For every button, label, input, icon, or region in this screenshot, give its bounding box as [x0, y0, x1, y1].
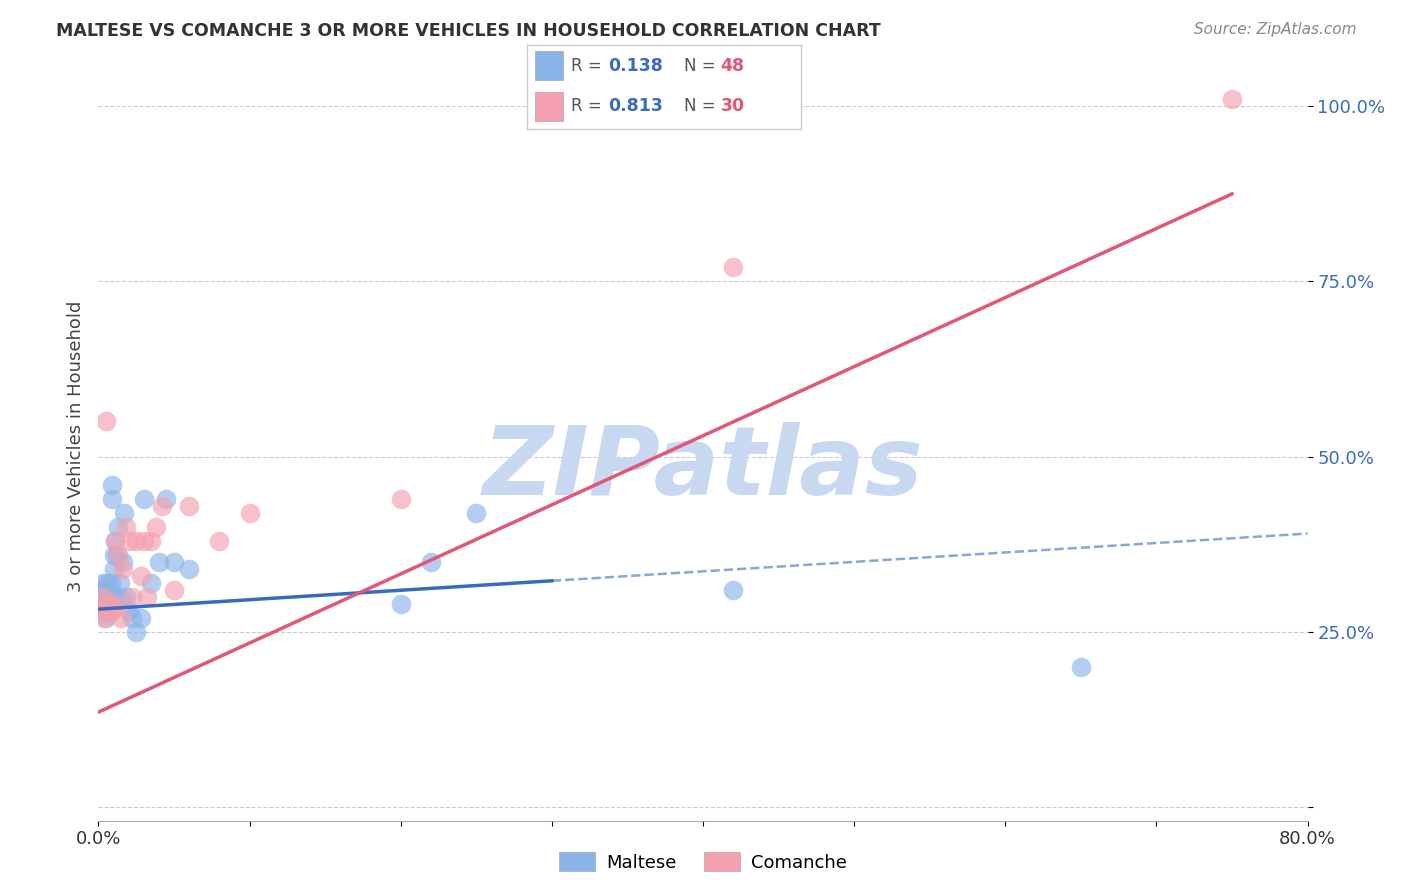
- Point: [1070, 659, 1092, 673]
- Point: [389, 597, 412, 611]
- Point: [163, 555, 186, 569]
- Point: [141, 575, 163, 590]
- Point: [90, 582, 112, 597]
- Point: [103, 548, 125, 562]
- Point: [94, 415, 117, 429]
- Point: [389, 491, 412, 506]
- Point: [98, 603, 121, 617]
- Text: 30: 30: [720, 97, 745, 115]
- Point: [135, 590, 157, 604]
- Point: [104, 533, 127, 548]
- Text: 48: 48: [720, 57, 745, 75]
- Point: [112, 506, 135, 520]
- Text: N =: N =: [683, 97, 720, 115]
- Point: [107, 548, 129, 562]
- Text: Source: ZipAtlas.com: Source: ZipAtlas.com: [1194, 22, 1357, 37]
- Point: [96, 590, 118, 604]
- Point: [100, 597, 122, 611]
- Text: R =: R =: [571, 97, 607, 115]
- Point: [94, 597, 117, 611]
- Point: [91, 590, 114, 604]
- Point: [1220, 92, 1243, 106]
- Point: [93, 603, 115, 617]
- Y-axis label: 3 or more Vehicles in Household: 3 or more Vehicles in Household: [66, 301, 84, 591]
- Point: [101, 603, 124, 617]
- Text: N =: N =: [683, 57, 720, 75]
- Point: [239, 506, 262, 520]
- Point: [420, 555, 443, 569]
- Point: [98, 597, 121, 611]
- Point: [129, 610, 152, 624]
- Point: [98, 590, 121, 604]
- Point: [121, 590, 143, 604]
- Point: [129, 568, 152, 582]
- Point: [96, 575, 118, 590]
- Point: [100, 590, 122, 604]
- Point: [90, 603, 112, 617]
- Point: [148, 555, 170, 569]
- Point: [93, 597, 115, 611]
- Point: [96, 597, 118, 611]
- Point: [105, 548, 128, 562]
- Legend: Maltese, Comanche: Maltese, Comanche: [553, 846, 853, 879]
- Text: 0.138: 0.138: [609, 57, 664, 75]
- Point: [101, 491, 124, 506]
- Point: [132, 533, 155, 548]
- Bar: [536, 52, 562, 80]
- Point: [91, 575, 114, 590]
- Point: [103, 590, 125, 604]
- Point: [96, 582, 118, 597]
- Text: 0.813: 0.813: [609, 97, 664, 115]
- Point: [723, 260, 745, 275]
- Text: R =: R =: [571, 57, 607, 75]
- Point: [118, 603, 141, 617]
- Point: [100, 603, 122, 617]
- Point: [103, 561, 125, 575]
- Point: [132, 491, 155, 506]
- Point: [100, 575, 122, 590]
- Point: [101, 477, 124, 491]
- Point: [98, 597, 121, 611]
- Point: [465, 506, 488, 520]
- Point: [125, 533, 148, 548]
- Point: [89, 590, 111, 604]
- Point: [108, 575, 131, 590]
- Text: MALTESE VS COMANCHE 3 OR MORE VEHICLES IN HOUSEHOLD CORRELATION CHART: MALTESE VS COMANCHE 3 OR MORE VEHICLES I…: [56, 22, 882, 40]
- Point: [93, 590, 115, 604]
- Point: [179, 561, 201, 575]
- Point: [107, 519, 129, 533]
- Point: [141, 533, 163, 548]
- Point: [145, 519, 167, 533]
- Point: [110, 590, 132, 604]
- Point: [114, 590, 136, 604]
- Point: [155, 491, 177, 506]
- Point: [104, 533, 127, 548]
- Point: [723, 582, 745, 597]
- Point: [121, 610, 143, 624]
- Point: [150, 499, 173, 513]
- Point: [118, 533, 141, 548]
- Point: [114, 519, 136, 533]
- Point: [163, 582, 186, 597]
- Bar: [536, 92, 562, 120]
- Point: [125, 624, 148, 639]
- Point: [111, 555, 134, 569]
- Point: [91, 603, 114, 617]
- Text: ZIPatlas: ZIPatlas: [482, 422, 924, 515]
- Point: [103, 597, 125, 611]
- Point: [94, 603, 117, 617]
- Point: [208, 533, 231, 548]
- Point: [94, 582, 117, 597]
- Point: [94, 610, 117, 624]
- Point: [93, 610, 115, 624]
- Point: [110, 610, 132, 624]
- Point: [111, 561, 134, 575]
- Point: [179, 499, 201, 513]
